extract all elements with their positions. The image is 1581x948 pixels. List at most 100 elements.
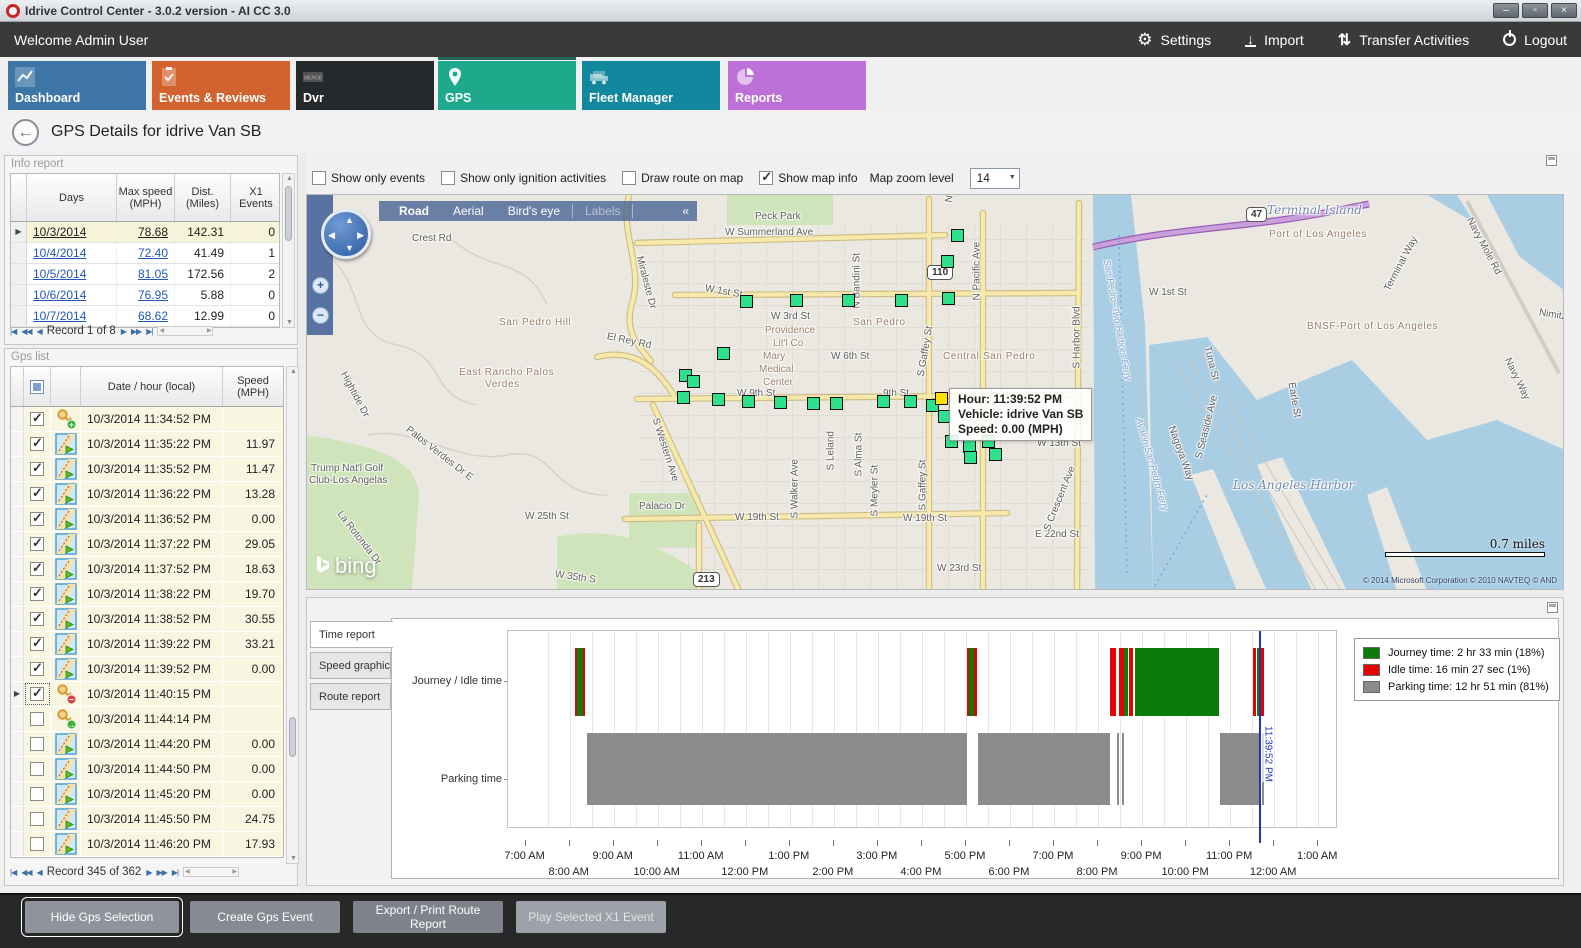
- gps-point-marker[interactable]: [687, 375, 700, 388]
- row-checkbox[interactable]: [24, 557, 51, 581]
- maximize-button[interactable]: ▫: [1522, 3, 1548, 18]
- day-link[interactable]: 10/4/2014: [27, 243, 117, 263]
- day-link[interactable]: 10/5/2014: [27, 264, 117, 284]
- zoom-in-button[interactable]: +: [312, 277, 329, 294]
- tab-gps[interactable]: GPS: [438, 57, 576, 110]
- play-selected-x1-event-button[interactable]: Play Selected X1 Event: [516, 901, 666, 933]
- row-checkbox[interactable]: [24, 832, 51, 856]
- settings-button[interactable]: ⚙ Settings: [1137, 31, 1211, 48]
- info-report-row[interactable]: 10/7/2014 68.62 12.99 0: [11, 306, 279, 327]
- prev-page-icon[interactable]: ◀: [36, 326, 43, 336]
- gps-point-marker[interactable]: [904, 395, 917, 408]
- gps-point-marker[interactable]: [677, 391, 690, 404]
- map-style-labels[interactable]: Labels: [572, 204, 634, 218]
- expand-map-panel-icon[interactable]: [1546, 155, 1557, 166]
- next-fast-icon[interactable]: ▶▶: [130, 326, 142, 336]
- tab-fleet-manager[interactable]: Fleet Manager: [582, 61, 720, 110]
- pan-up-icon[interactable]: ▲: [345, 215, 354, 225]
- row-checkbox[interactable]: [24, 657, 51, 681]
- last-page-icon[interactable]: ▶|: [171, 867, 179, 877]
- gps-point-marker[interactable]: [830, 397, 843, 410]
- zoom-out-button[interactable]: −: [312, 307, 329, 324]
- tab-dvr[interactable]: MERGE Dvr: [296, 61, 434, 110]
- pan-down-icon[interactable]: ▼: [345, 243, 354, 253]
- tab-time-report[interactable]: Time report: [310, 621, 393, 648]
- select-all-checkbox[interactable]: [24, 367, 51, 406]
- column-header-max-speed[interactable]: Max speed (MPH): [117, 174, 175, 221]
- max-speed-link[interactable]: 78.68: [117, 222, 175, 242]
- max-speed-link[interactable]: 81.05: [117, 264, 175, 284]
- gps-point-marker[interactable]: [712, 393, 725, 406]
- gps-point-marker[interactable]: [877, 395, 890, 408]
- selected-gps-point-marker[interactable]: [935, 392, 948, 405]
- info-report-scrollbar[interactable]: ▲ ▼: [282, 173, 295, 328]
- gps-point-marker[interactable]: [740, 295, 753, 308]
- gps-list-row[interactable]: 10/3/2014 11:45:20 PM 0.00: [11, 782, 283, 807]
- export-print-route-report-button[interactable]: Export / Print Route Report: [353, 901, 503, 933]
- gps-list-row[interactable]: 10/3/2014 11:35:52 PM 11.47: [11, 457, 283, 482]
- column-header-datetime[interactable]: Date / hour (local): [81, 367, 223, 406]
- column-header-distance[interactable]: Dist. (Miles): [175, 174, 231, 221]
- tab-events-reviews[interactable]: Events & Reviews: [152, 61, 290, 110]
- collapse-navbar-icon[interactable]: «: [682, 204, 689, 218]
- gps-list-row[interactable]: 10/3/2014 11:44:20 PM 0.00: [11, 732, 283, 757]
- row-checkbox[interactable]: [24, 582, 51, 606]
- gps-point-marker[interactable]: [964, 451, 977, 464]
- row-checkbox[interactable]: [24, 482, 51, 506]
- gps-list-row[interactable]: 10/3/2014 11:45:50 PM 24.75: [11, 807, 283, 832]
- first-page-icon[interactable]: |◀: [10, 326, 17, 336]
- map-style-birds-eye[interactable]: Bird's eye: [507, 204, 560, 218]
- row-checkbox[interactable]: [24, 507, 51, 531]
- gps-point-marker[interactable]: [842, 294, 855, 307]
- map-style-aerial[interactable]: Aerial: [453, 204, 484, 218]
- row-checkbox[interactable]: [24, 807, 51, 831]
- gps-point-marker[interactable]: [774, 396, 787, 409]
- map-pan-compass[interactable]: ▲ ▼ ◀ ▶: [321, 209, 371, 259]
- expand-chart-panel-icon[interactable]: [1547, 602, 1558, 613]
- day-link[interactable]: 10/3/2014: [27, 222, 117, 242]
- column-header-days[interactable]: Days: [27, 174, 117, 221]
- close-button[interactable]: ×: [1551, 3, 1577, 18]
- gps-point-marker[interactable]: [989, 448, 1002, 461]
- minimize-button[interactable]: –: [1493, 3, 1519, 18]
- max-speed-link[interactable]: 72.40: [117, 243, 175, 263]
- next-fast-icon[interactable]: ▶▶: [156, 867, 167, 877]
- info-report-row[interactable]: 10/4/2014 72.40 41.49 1: [11, 243, 279, 264]
- horizontal-splitter[interactable]: [306, 590, 1564, 597]
- column-header-x1-events[interactable]: X1 Events: [239, 185, 273, 210]
- row-checkbox[interactable]: [24, 432, 51, 456]
- row-checkbox[interactable]: [24, 532, 51, 556]
- first-page-icon[interactable]: |◀: [10, 867, 17, 877]
- show-map-info-checkbox[interactable]: Show map info: [759, 169, 858, 185]
- gps-list-row[interactable]: +10/3/2014 11:34:52 PM: [11, 407, 283, 432]
- row-checkbox[interactable]: [24, 757, 51, 781]
- tab-route-report[interactable]: Route report: [310, 683, 391, 710]
- vertical-splitter[interactable]: [299, 152, 306, 893]
- gps-list-row[interactable]: 10/3/2014 11:39:52 PM 0.00: [11, 657, 283, 682]
- gps-list-row[interactable]: 10/3/2014 11:44:50 PM 0.00: [11, 757, 283, 782]
- back-button[interactable]: ←: [12, 118, 39, 146]
- bing-map[interactable]: Crest Rd San Pedro Hill Miraleste Dr East R…: [306, 194, 1564, 590]
- info-report-row[interactable]: ▶ 10/3/2014 78.68 142.31 0: [11, 222, 279, 243]
- gps-point-marker[interactable]: [895, 294, 908, 307]
- prev-fast-icon[interactable]: ◀◀: [21, 867, 32, 877]
- pager-scrollbar[interactable]: [183, 867, 240, 877]
- show-only-events-checkbox[interactable]: Show only events: [312, 171, 425, 185]
- info-report-row[interactable]: 10/6/2014 76.95 5.88 0: [11, 285, 279, 306]
- pager-scrollbar[interactable]: [157, 326, 214, 336]
- row-checkbox[interactable]: [24, 607, 51, 631]
- tab-reports[interactable]: Reports: [728, 61, 866, 110]
- gps-list-row[interactable]: 10/3/2014 11:46:20 PM 17.93: [11, 832, 283, 857]
- max-speed-link[interactable]: 76.95: [117, 285, 175, 305]
- prev-page-icon[interactable]: ◀: [36, 867, 43, 877]
- map-style-road[interactable]: Road: [399, 204, 429, 218]
- day-link[interactable]: 10/7/2014: [27, 306, 117, 326]
- map-zoom-level-select[interactable]: 14: [969, 167, 1020, 189]
- last-page-icon[interactable]: ▶|: [146, 326, 153, 336]
- max-speed-link[interactable]: 68.62: [117, 306, 175, 326]
- gps-point-marker[interactable]: [951, 229, 964, 242]
- pan-right-icon[interactable]: ▶: [357, 230, 364, 240]
- gps-point-marker[interactable]: [941, 255, 954, 268]
- gps-list-row[interactable]: 10/3/2014 11:36:52 PM 0.00: [11, 507, 283, 532]
- row-checkbox[interactable]: [24, 782, 51, 806]
